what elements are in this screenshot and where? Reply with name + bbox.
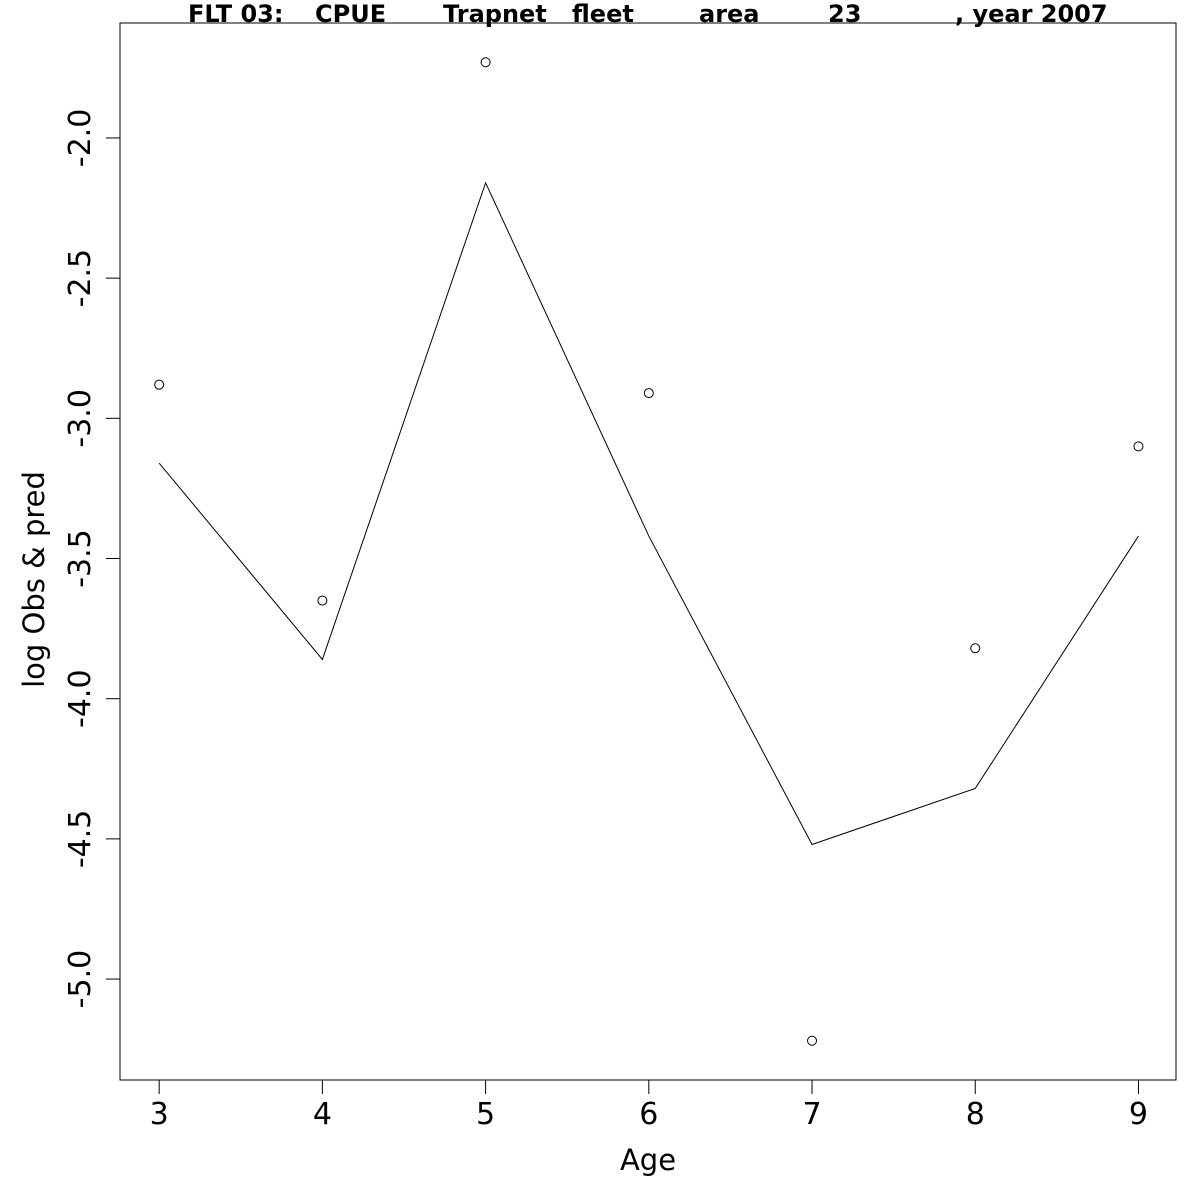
y-tick-label: -3.0 <box>63 389 98 448</box>
y-tick-label: -4.0 <box>63 669 98 728</box>
x-axis-title: Age <box>620 1143 676 1177</box>
observed-point <box>970 643 981 654</box>
x-tick-label: 8 <box>966 1097 985 1132</box>
observed-points-series <box>154 57 1144 1046</box>
title-segment: fleet <box>572 0 634 28</box>
x-tick-label: 4 <box>313 1097 332 1132</box>
observed-point <box>154 379 165 390</box>
plot-frame <box>119 22 1177 1081</box>
predicted-line <box>158 181 1139 846</box>
x-tick-label: 5 <box>476 1097 495 1132</box>
observed-point <box>480 57 491 68</box>
x-axis: 3 4 5 6 7 8 9 <box>150 1080 1148 1132</box>
title-segment: area <box>699 0 760 28</box>
observed-point <box>643 388 654 399</box>
title-segment: Trapnet <box>443 0 547 28</box>
title-segment: CPUE <box>315 0 386 28</box>
title-segment: , year 2007 <box>955 0 1108 28</box>
y-tick-label: -5.0 <box>63 950 98 1009</box>
x-tick-label: 3 <box>150 1097 169 1132</box>
observed-point <box>317 595 328 606</box>
y-axis-title: log Obs & pred <box>17 471 51 688</box>
y-tick-label: -2.5 <box>63 249 98 308</box>
y-tick-label: -2.0 <box>63 109 98 168</box>
y-tick-label: -4.5 <box>63 810 98 869</box>
y-tick-label: -3.5 <box>63 529 98 588</box>
x-tick-label: 6 <box>639 1097 658 1132</box>
predicted-line-series <box>158 181 1139 846</box>
observed-point <box>1133 441 1144 452</box>
y-axis: -2.0 -2.5 -3.0 -3.5 -4.0 -4.5 -5.0 <box>63 109 120 1009</box>
title-segment: FLT 03: <box>188 0 283 28</box>
observed-point <box>807 1035 818 1046</box>
x-tick-label: 9 <box>1129 1097 1148 1132</box>
title-segment: 23 <box>828 0 861 28</box>
x-tick-label: 7 <box>802 1097 821 1132</box>
